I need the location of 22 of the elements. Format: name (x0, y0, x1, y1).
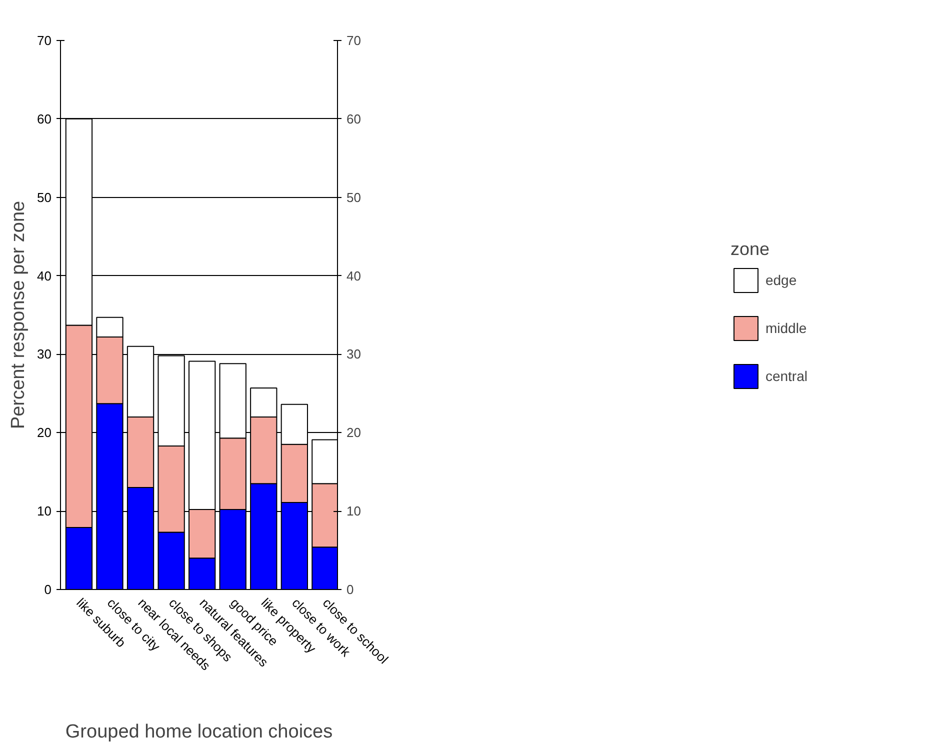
y-tick-label: 50 (37, 190, 52, 205)
y2-tick-label: 0 (346, 582, 354, 597)
legend-label: edge (765, 272, 797, 288)
y2-tick-label: 30 (346, 346, 361, 362)
y-tick-label: 60 (37, 111, 52, 126)
legend-label: central (765, 368, 808, 384)
y-tick-label: 30 (37, 346, 52, 362)
y-tick-label: 20 (37, 425, 52, 440)
x-axis-title: Grouped home location choices (65, 722, 333, 743)
y-tick-label: 40 (37, 268, 52, 284)
y2-tick-label: 60 (346, 111, 361, 126)
y-tick-label: 70 (37, 33, 52, 48)
y2-tick-label: 20 (346, 425, 361, 440)
y-tick-label: 0 (44, 582, 52, 597)
y-axis-title: Percent response per zone (8, 200, 30, 430)
y2-tick-label: 10 (346, 504, 361, 519)
y2-tick-label: 50 (346, 190, 361, 205)
y2-tick-label: 70 (346, 33, 361, 48)
legend-title: zone (730, 238, 771, 260)
y-tick-label: 10 (37, 504, 52, 519)
legend-label: middle (765, 320, 807, 336)
y2-tick-label: 40 (346, 268, 361, 284)
